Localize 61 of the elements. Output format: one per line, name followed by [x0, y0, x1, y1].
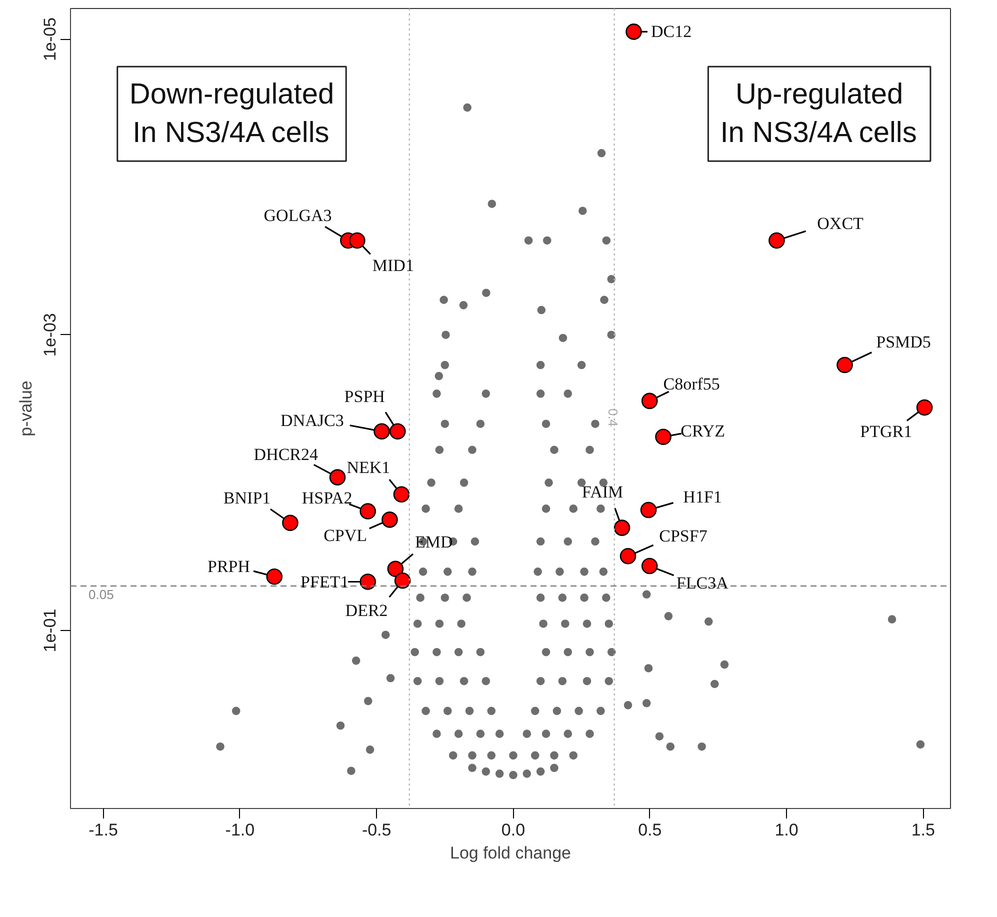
point	[282, 514, 298, 531]
annotation: PSPH	[344, 386, 385, 406]
point	[641, 558, 658, 574]
annotation: DHCR24	[254, 444, 319, 464]
annotation: FLC3A	[676, 573, 730, 592]
x-tick-label: 1.5	[911, 820, 935, 840]
point	[360, 574, 376, 590]
annotation: DNAJC3	[280, 410, 344, 430]
point	[640, 502, 657, 518]
annotation: NEK1	[346, 458, 390, 477]
annotation: C8orf55	[663, 374, 720, 394]
point	[349, 232, 366, 249]
point	[329, 469, 346, 486]
point	[374, 423, 390, 440]
point	[641, 392, 658, 410]
point	[655, 428, 672, 446]
point	[768, 232, 785, 249]
ref-line-label: 0.4	[605, 408, 620, 427]
x-tick-label: 1.0	[774, 820, 798, 840]
point	[620, 548, 636, 564]
point	[387, 560, 404, 578]
point	[393, 486, 410, 503]
point	[614, 520, 630, 536]
annotation: H1F1	[683, 487, 722, 506]
x-axis-title: Log fold change	[450, 844, 572, 862]
annotation: PRPH	[208, 557, 250, 576]
x-tick-label: -1.0	[225, 820, 255, 840]
y-axis-title: p-value	[16, 380, 36, 436]
point	[916, 399, 933, 416]
point	[394, 572, 411, 589]
x-tick-label: -1.5	[88, 820, 118, 840]
annotation: CRYZ	[680, 421, 726, 440]
annotation: PSMD5	[876, 332, 931, 352]
annotation: CPVL	[324, 526, 368, 546]
annotation: MID1	[372, 256, 414, 275]
y-tick-label: 1e-05	[40, 17, 60, 61]
ref-line-label: 0.05	[88, 587, 114, 602]
x-tick-label: 0.5	[638, 820, 662, 840]
annotation: Down-regulated In NS3/4A cells	[129, 78, 334, 150]
annotation: OXCT	[817, 214, 864, 233]
point	[389, 423, 406, 440]
annotation: DC12	[650, 22, 692, 42]
y-tick-label: 1e-01	[40, 608, 60, 652]
annotation: FAIM	[582, 482, 624, 502]
annotation: CPSF7	[659, 526, 708, 546]
annotation: GOLGA3	[264, 206, 332, 225]
annotation: DER2	[345, 601, 388, 620]
annotation: HSPA2	[302, 488, 352, 508]
point	[626, 24, 642, 40]
x-tick-label: -0.5	[362, 820, 392, 840]
point	[266, 568, 283, 585]
annotation: Up-regulated In NS3/4A cells	[720, 78, 917, 150]
x-tick-label: 0.0	[501, 820, 526, 840]
point	[360, 503, 376, 520]
point	[836, 356, 853, 374]
annotation: BNIP1	[223, 488, 271, 508]
point	[382, 512, 398, 528]
y-tick-label: 1e-03	[40, 313, 60, 357]
annotation: PTGR1	[860, 422, 912, 441]
annotation: PFET1	[300, 572, 349, 592]
annotation: EMD	[414, 532, 453, 552]
